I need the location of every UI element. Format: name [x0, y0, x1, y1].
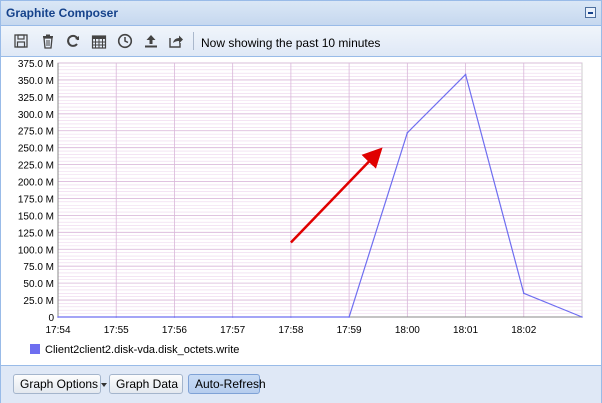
data-point [290, 316, 292, 318]
x-tick-label: 17:54 [45, 325, 70, 336]
y-tick-label: 325.0 M [18, 93, 54, 104]
window-titlebar: Graphite Composer [1, 1, 601, 26]
y-tick-label: 250.0 M [18, 144, 54, 155]
y-tick-label: 350.0 M [18, 76, 54, 87]
y-tick-label: 175.0 M [18, 194, 54, 205]
bottom-toolbar: Graph Options Graph Data Auto-Refresh [1, 365, 601, 403]
plot-area [57, 62, 583, 318]
x-tick-label: 17:58 [278, 325, 303, 336]
auto-refresh-label: Auto-Refresh [195, 377, 266, 391]
data-point [348, 316, 350, 318]
y-tick-label: 225.0 M [18, 161, 54, 172]
annotation-arrow [289, 147, 383, 244]
graph-data-label: Graph Data [116, 377, 179, 391]
series-line [58, 73, 583, 318]
x-tick-label: 18:02 [511, 325, 536, 336]
data-point [57, 316, 59, 318]
data-point [464, 73, 467, 76]
dropdown-caret-icon [101, 382, 108, 387]
x-tick-label: 18:00 [395, 325, 420, 336]
data-point [231, 316, 234, 318]
data-point [173, 316, 176, 318]
y-tick-label: 150.0 M [18, 211, 54, 222]
x-tick-label: 17:57 [220, 325, 245, 336]
y-tick-label: 200.0 M [18, 178, 54, 189]
calendar-icon[interactable] [90, 32, 108, 50]
y-tick-label: 375.0 M [18, 59, 54, 70]
trash-icon[interactable] [39, 32, 57, 50]
auto-refresh-button[interactable]: Auto-Refresh [188, 374, 266, 394]
graph-area: 0 25.0 M 50.0 M 75.0 M 100.0 M 125.0 M 150.0 M… [3, 57, 599, 365]
y-tick-label: 125.0 M [18, 228, 54, 239]
graph-data-button[interactable]: Graph Data [109, 374, 183, 394]
y-tick-label: 0 [48, 313, 54, 324]
clock-icon[interactable] [116, 32, 134, 50]
legend-swatch [30, 344, 40, 354]
x-tick-label: 17:55 [104, 325, 129, 336]
upload-icon[interactable] [142, 32, 160, 50]
x-tick-label: 17:59 [337, 325, 362, 336]
x-tick-label: 17:56 [162, 325, 187, 336]
graph-options-label: Graph Options [20, 377, 99, 391]
y-tick-label: 100.0 M [18, 245, 54, 256]
save-icon[interactable] [12, 32, 30, 50]
data-point [581, 316, 583, 318]
data-point [406, 131, 409, 134]
line-chart: 0 25.0 M 50.0 M 75.0 M 100.0 M 125.0 M 150.0 M… [18, 59, 583, 356]
data-point [522, 292, 525, 295]
window-title: Graphite Composer [6, 6, 119, 20]
data-point [115, 316, 118, 318]
toolbar: Now showing the past 10 minutes [1, 26, 601, 57]
y-tick-label: 275.0 M [18, 127, 54, 138]
minimize-icon[interactable] [585, 7, 596, 18]
toolbar-separator [193, 32, 194, 50]
y-tick-label: 50.0 M [23, 279, 54, 290]
x-tick-label: 18:01 [453, 325, 478, 336]
refresh-icon[interactable] [64, 32, 82, 50]
y-tick-label: 300.0 M [18, 110, 54, 121]
y-tick-label: 25.0 M [23, 296, 54, 307]
y-tick-label: 75.0 M [23, 262, 54, 273]
legend-label: Client2client2.disk-vda.disk_octets.writ… [45, 344, 239, 356]
graph-options-button[interactable]: Graph Options [13, 374, 108, 394]
time-range-status: Now showing the past 10 minutes [201, 36, 381, 50]
share-icon[interactable] [167, 32, 185, 50]
